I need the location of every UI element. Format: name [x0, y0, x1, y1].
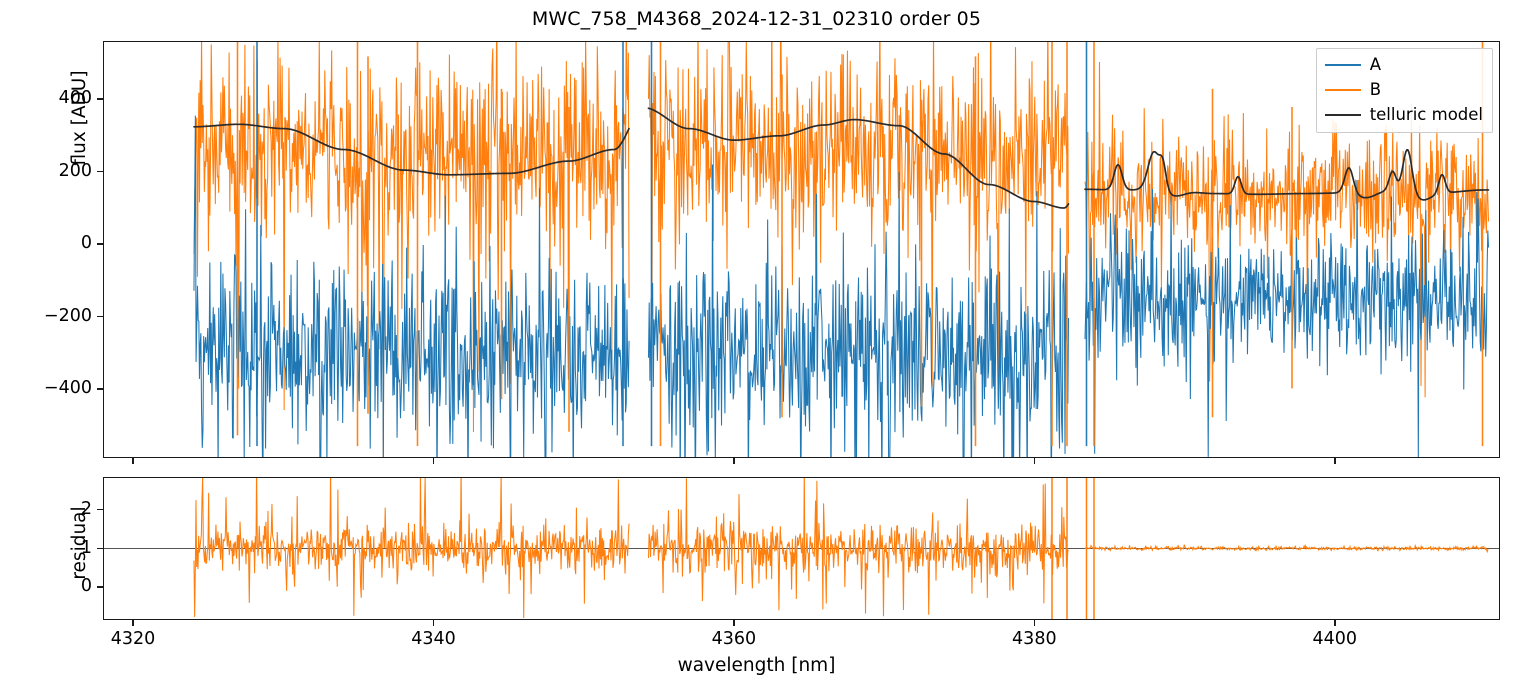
x-axis-label: wavelength [nm]: [677, 655, 836, 676]
axis-tick: [132, 458, 134, 464]
legend-swatch-b: [1324, 89, 1361, 91]
axis-tick: [733, 620, 735, 626]
flux-ytick-label: 0: [80, 233, 92, 254]
x-tick-label: 4360: [711, 629, 757, 649]
axis-tick: [97, 388, 103, 390]
legend-label-telluric-model: telluric model: [1369, 104, 1483, 124]
flux-ytick-label: 200: [58, 160, 92, 181]
residual-ytick-label: 1: [80, 537, 92, 558]
axis-tick: [97, 243, 103, 245]
axis-tick: [1033, 458, 1036, 464]
legend: A B telluric model: [1315, 48, 1493, 133]
x-tick-label: 4340: [411, 629, 456, 649]
axis-tick: [1333, 458, 1336, 464]
legend-item-b: B: [1324, 79, 1483, 101]
axis-tick: [1333, 620, 1336, 626]
flux-ytick-label: −400: [43, 378, 92, 399]
legend-swatch-telluric-model: [1324, 114, 1361, 116]
x-tick-label: 4380: [1012, 629, 1057, 649]
flux-ytick-label: 400: [58, 88, 92, 109]
flux-plot-area: [193, 42, 1490, 457]
legend-swatch-a: [1324, 64, 1361, 66]
legend-item-telluric-model: telluric model: [1324, 104, 1483, 126]
residual-plot-area: [104, 478, 1499, 619]
legend-item-a: A: [1324, 54, 1483, 76]
axis-tick: [432, 458, 435, 464]
axis-tick: [97, 586, 103, 588]
flux-axes: A B telluric model: [103, 41, 1500, 458]
axis-tick: [432, 620, 435, 626]
axis-tick: [97, 315, 103, 318]
figure-title: MWC_758_M4368_2024-12-31_02310 order 05: [531, 8, 982, 30]
axis-tick: [733, 458, 735, 464]
axis-tick: [97, 508, 103, 511]
residual-ytick-label: 2: [80, 498, 92, 519]
x-tick-label: 4400: [1312, 629, 1358, 649]
axis-tick: [97, 98, 103, 100]
residual-axes: [103, 477, 1500, 620]
legend-label-b: B: [1369, 79, 1382, 99]
axis-tick: [97, 547, 103, 550]
residual-ytick-label: 0: [80, 576, 92, 597]
axis-tick: [1033, 620, 1036, 626]
legend-label-a: A: [1369, 54, 1381, 74]
x-tick-label: 4320: [110, 629, 156, 649]
flux-ylabel: flux [ADU]: [69, 70, 90, 166]
flux-ytick-label: −200: [43, 305, 92, 326]
axis-tick: [132, 620, 134, 626]
axis-tick: [97, 170, 103, 173]
